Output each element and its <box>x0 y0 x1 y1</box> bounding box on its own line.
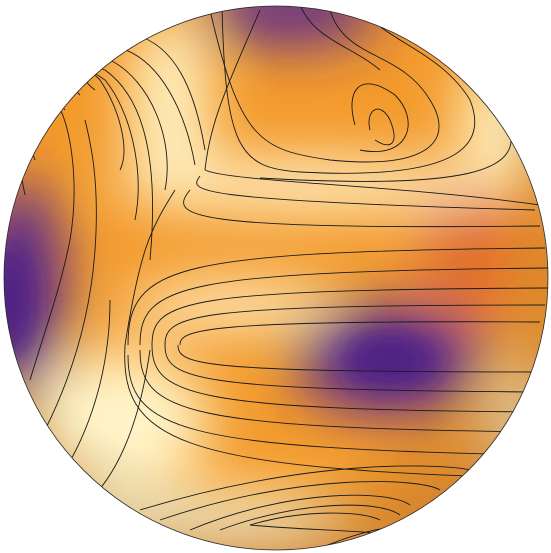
sphere-outline <box>3 5 549 551</box>
